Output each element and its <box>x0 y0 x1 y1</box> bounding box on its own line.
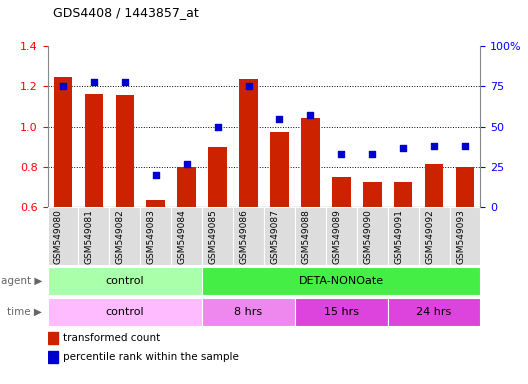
Point <box>368 151 376 157</box>
Point <box>337 151 345 157</box>
Bar <box>456 167 474 207</box>
Text: GSM549080: GSM549080 <box>54 209 63 264</box>
Text: control: control <box>106 276 144 286</box>
Text: GSM549087: GSM549087 <box>270 209 279 264</box>
Bar <box>449 207 480 265</box>
Bar <box>419 207 449 265</box>
Bar <box>301 118 319 207</box>
Text: control: control <box>106 307 144 317</box>
Bar <box>109 207 140 265</box>
Bar <box>48 351 58 363</box>
Text: agent ▶: agent ▶ <box>1 276 42 286</box>
Text: GSM549089: GSM549089 <box>332 209 341 264</box>
Text: GSM549085: GSM549085 <box>209 209 218 264</box>
Bar <box>79 207 109 265</box>
Text: 15 hrs: 15 hrs <box>324 307 359 317</box>
Bar <box>116 96 134 207</box>
Text: 8 hrs: 8 hrs <box>234 307 262 317</box>
Point <box>244 83 253 89</box>
Text: GSM549086: GSM549086 <box>240 209 249 264</box>
Bar <box>357 207 388 265</box>
Point <box>430 143 438 149</box>
Text: GSM549088: GSM549088 <box>301 209 310 264</box>
Bar <box>54 77 72 207</box>
Point <box>213 124 222 130</box>
Bar <box>388 298 480 326</box>
Bar <box>209 147 227 207</box>
Bar <box>332 177 351 207</box>
Point <box>59 83 67 89</box>
Bar <box>146 200 165 207</box>
Bar <box>84 94 103 207</box>
Text: time ▶: time ▶ <box>7 307 42 317</box>
Text: GSM549091: GSM549091 <box>394 209 403 264</box>
Bar <box>326 207 357 265</box>
Bar <box>270 132 289 207</box>
Bar <box>425 164 444 207</box>
Point <box>90 78 98 84</box>
Text: GSM549092: GSM549092 <box>425 209 434 264</box>
Point <box>183 161 191 167</box>
Bar <box>202 207 233 265</box>
Bar <box>171 207 202 265</box>
Point <box>275 116 284 122</box>
Text: 24 hrs: 24 hrs <box>417 307 452 317</box>
Bar <box>388 207 419 265</box>
Bar <box>202 298 295 326</box>
Bar <box>363 182 382 207</box>
Bar <box>48 207 79 265</box>
Text: percentile rank within the sample: percentile rank within the sample <box>63 352 239 362</box>
Point <box>152 172 160 178</box>
Point <box>399 145 408 151</box>
Text: GSM549081: GSM549081 <box>85 209 94 264</box>
Text: GSM549084: GSM549084 <box>178 209 187 264</box>
Bar <box>295 207 326 265</box>
Bar <box>233 207 264 265</box>
Bar <box>202 267 480 295</box>
Text: transformed count: transformed count <box>63 333 160 343</box>
Text: GSM549082: GSM549082 <box>116 209 125 264</box>
Text: GSM549083: GSM549083 <box>147 209 156 264</box>
Text: DETA-NONOate: DETA-NONOate <box>299 276 384 286</box>
Text: GSM549093: GSM549093 <box>456 209 465 264</box>
Bar <box>177 167 196 207</box>
Bar <box>394 182 412 207</box>
Text: GSM549090: GSM549090 <box>363 209 372 264</box>
Bar <box>239 79 258 207</box>
Bar <box>48 332 58 344</box>
Text: GDS4408 / 1443857_at: GDS4408 / 1443857_at <box>53 6 199 19</box>
Bar <box>140 207 171 265</box>
Point <box>461 143 469 149</box>
Point <box>120 78 129 84</box>
Point <box>306 113 315 119</box>
Bar <box>264 207 295 265</box>
Bar <box>295 298 388 326</box>
Bar <box>48 267 202 295</box>
Bar <box>48 298 202 326</box>
